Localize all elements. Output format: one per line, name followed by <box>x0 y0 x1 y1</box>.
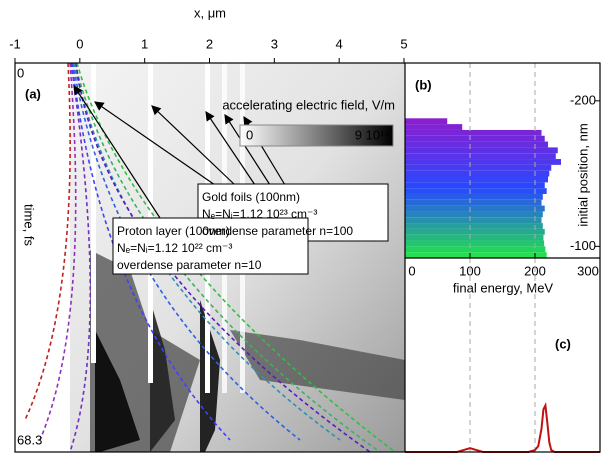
bar <box>405 153 556 160</box>
colorbar-tick-label: 9 10¹⁴ <box>355 127 390 142</box>
panel-label: (a) <box>25 86 41 101</box>
panel-label: (b) <box>415 77 432 92</box>
bar <box>405 188 547 194</box>
bar <box>405 159 561 165</box>
x-tick-label: 300 <box>577 263 599 278</box>
bar <box>405 170 550 177</box>
y-tick-label: -200 <box>570 92 596 107</box>
y-tick-label: -100 <box>570 238 596 253</box>
bar <box>405 211 543 218</box>
colorbar-title: accelerating electric field, V/m <box>222 97 395 112</box>
x-tick-label: 4 <box>336 36 343 51</box>
x-tick-label: 0 <box>76 36 83 51</box>
bar <box>405 223 543 229</box>
annotation: overdense parameter n=100 <box>202 224 353 238</box>
bar <box>405 147 558 154</box>
frames <box>14 62 601 453</box>
bar <box>405 199 542 206</box>
x-tick-label: 1 <box>141 36 148 51</box>
annotation: Gold foils (100nm) <box>202 190 300 204</box>
x-tick-label: 5 <box>400 36 407 51</box>
annotation: overdense parameter n=10 <box>117 258 262 272</box>
y-tick-label: 68.3 <box>17 432 42 447</box>
bar <box>405 182 545 189</box>
colorbar-tick-label: 0 <box>246 127 253 142</box>
annotation: Proton layer (100nm) <box>117 224 230 238</box>
line <box>405 401 600 453</box>
bar <box>405 118 448 125</box>
panel-label: (c) <box>555 336 571 351</box>
bar <box>405 124 463 130</box>
bar <box>405 129 542 136</box>
x-tick-label: 2 <box>206 36 213 51</box>
y-axis-title: initial position, nm <box>575 123 590 226</box>
y-axis-title: time, fs <box>22 204 37 246</box>
x-tick-label: 0 <box>408 263 415 278</box>
y-tick-label: 0 <box>17 65 24 80</box>
x-axis-title: x, μm <box>194 5 226 20</box>
bar <box>405 205 545 212</box>
x-tick-label: -1 <box>9 36 21 51</box>
bar <box>405 164 552 171</box>
annotation: Nₑ=Nᵢ=1.12 10²³ cm⁻³ <box>202 207 317 221</box>
annotation: Nₑ=Nᵢ=1.12 10²² cm⁻³ <box>117 241 232 255</box>
bar <box>405 141 548 148</box>
x-axis-title: final energy, MeV <box>453 280 554 295</box>
bar <box>405 234 544 241</box>
field-map <box>15 62 405 453</box>
bar <box>405 240 545 247</box>
x-tick-label: 3 <box>271 36 278 51</box>
bar <box>405 252 547 258</box>
bar <box>405 217 542 224</box>
bar <box>405 228 545 235</box>
bar <box>405 193 543 200</box>
bar <box>405 135 545 142</box>
bar <box>405 246 546 253</box>
bar <box>405 176 548 183</box>
